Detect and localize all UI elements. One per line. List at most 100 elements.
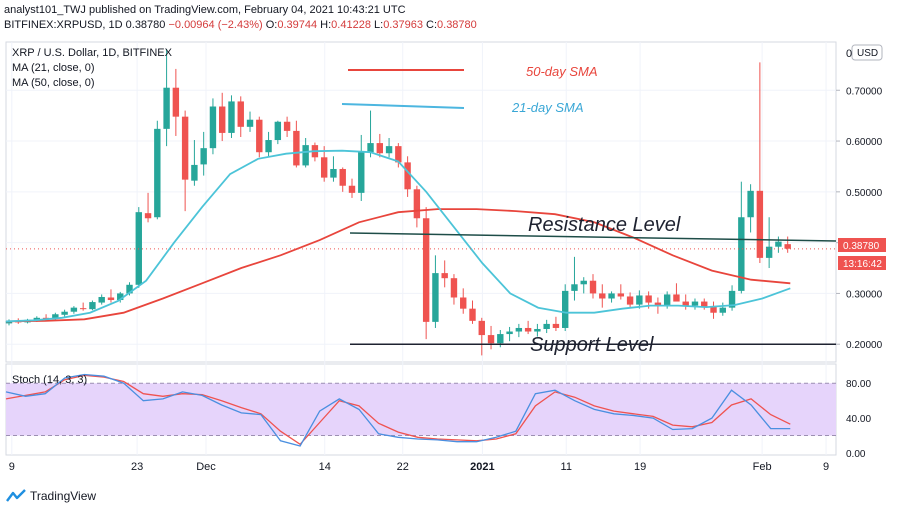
candle-body bbox=[283, 121, 291, 131]
candle bbox=[571, 256, 578, 301]
price-axis[interactable]: 0.700000.600000.500000.400000.300000.200… bbox=[836, 86, 883, 351]
open-value: 0.39744 bbox=[277, 19, 318, 31]
candle bbox=[765, 217, 773, 269]
candle-body bbox=[376, 143, 383, 154]
candle bbox=[144, 192, 152, 223]
ohlc-line: BITFINEX:XRPUSD, 1D 0.38780 −0.00964 (−2… bbox=[4, 18, 477, 33]
candle-body bbox=[70, 307, 78, 312]
candle bbox=[515, 323, 523, 338]
sma21-annotation: 21-day SMA bbox=[511, 100, 584, 115]
candle-body bbox=[339, 168, 346, 186]
candle bbox=[599, 284, 606, 308]
time-tick-label: 11 bbox=[561, 461, 572, 473]
time-tick-label: 23 bbox=[131, 461, 143, 473]
candle-body bbox=[61, 311, 68, 315]
candle-body bbox=[608, 293, 615, 299]
candle-body bbox=[404, 162, 411, 190]
moving-averages bbox=[5, 149, 791, 323]
candle bbox=[330, 156, 337, 182]
tradingview-logo[interactable]: TradingView bbox=[6, 487, 96, 505]
stoch-band-fill bbox=[6, 383, 836, 436]
candle-body bbox=[219, 106, 226, 133]
sma21-key-line bbox=[341, 103, 465, 109]
candle bbox=[376, 133, 383, 158]
candle-body bbox=[330, 168, 337, 178]
last-price-tag bbox=[838, 238, 886, 252]
candle-body bbox=[784, 244, 791, 249]
candle bbox=[460, 288, 467, 314]
candle-body bbox=[617, 293, 625, 297]
publisher-line: analyst101_TWJ published on TradingView.… bbox=[4, 4, 406, 16]
price-tick-label: 0.20000 bbox=[846, 340, 883, 351]
candle bbox=[469, 300, 476, 324]
candle-body bbox=[367, 143, 374, 153]
candle-body bbox=[506, 331, 513, 335]
candles[interactable] bbox=[5, 49, 791, 356]
candle-body bbox=[738, 217, 745, 291]
candle bbox=[710, 301, 717, 319]
low-label: L: bbox=[374, 19, 384, 31]
candle bbox=[339, 167, 346, 192]
main-pane-border bbox=[5, 41, 837, 363]
candle bbox=[246, 111, 254, 132]
candle bbox=[358, 134, 365, 201]
candle bbox=[404, 156, 411, 197]
price-tick-label: 0.50000 bbox=[846, 188, 883, 199]
resistance-line bbox=[349, 232, 837, 242]
candle-body bbox=[200, 148, 207, 165]
candle bbox=[385, 138, 393, 158]
candle-body bbox=[395, 146, 402, 163]
candle bbox=[450, 274, 458, 305]
price-tick-label: 0.30000 bbox=[846, 289, 883, 300]
tradingview-brand: TradingView bbox=[30, 489, 97, 503]
candle bbox=[589, 274, 597, 299]
axis-top-tick: 0 bbox=[846, 48, 852, 60]
time-tick-label: 22 bbox=[397, 461, 409, 473]
support-resistance-lines[interactable] bbox=[6, 232, 837, 345]
candle-body bbox=[580, 280, 587, 285]
candle-body bbox=[237, 101, 244, 127]
candle bbox=[228, 95, 235, 138]
currency-button[interactable] bbox=[851, 44, 883, 61]
candle bbox=[293, 120, 300, 168]
candle-body bbox=[228, 101, 235, 133]
candle bbox=[784, 236, 791, 253]
time-tick-label: 2021 bbox=[470, 461, 494, 473]
symbol: BITFINEX:XRPUSD, 1D bbox=[4, 19, 123, 31]
low-value: 0.37963 bbox=[383, 19, 423, 31]
candle bbox=[395, 143, 402, 168]
price-chart[interactable]: 0.700000.600000.500000.400000.300000.200… bbox=[0, 0, 900, 485]
candle-body bbox=[320, 157, 328, 178]
close-value: 0.38780 bbox=[437, 19, 477, 31]
stoch-tick-label: 40.00 bbox=[846, 414, 871, 425]
sma21-line bbox=[5, 149, 791, 323]
time-tick-label: 19 bbox=[634, 461, 646, 473]
candle-body bbox=[756, 190, 764, 258]
candle-body bbox=[469, 308, 476, 321]
candle-body bbox=[701, 301, 708, 307]
candle bbox=[283, 116, 291, 137]
currency-label: USD bbox=[857, 48, 878, 59]
candle-body bbox=[163, 87, 170, 129]
candle-body bbox=[98, 296, 105, 303]
candle bbox=[756, 62, 764, 263]
candle-body bbox=[42, 317, 50, 319]
candle bbox=[478, 317, 485, 356]
time-tick-label: Feb bbox=[753, 461, 772, 473]
candle bbox=[441, 260, 448, 288]
candle-body bbox=[663, 294, 671, 306]
candle bbox=[719, 302, 726, 316]
candle-body bbox=[571, 284, 578, 291]
candle-body bbox=[79, 308, 87, 310]
price-tick-label: 0.70000 bbox=[846, 86, 883, 97]
bar-countdown-tag bbox=[838, 256, 886, 270]
candle-body bbox=[487, 335, 495, 344]
candle-body bbox=[256, 119, 263, 153]
candle bbox=[562, 284, 569, 332]
candle-body bbox=[154, 128, 161, 218]
candle bbox=[432, 255, 439, 328]
candle bbox=[117, 291, 124, 303]
legend-ma50: MA (50, close, 0) bbox=[12, 77, 95, 89]
time-axis[interactable]: 9 23 Dec 14 22 2021 11 19 Feb 9 bbox=[9, 461, 829, 473]
candle-body bbox=[765, 246, 773, 258]
